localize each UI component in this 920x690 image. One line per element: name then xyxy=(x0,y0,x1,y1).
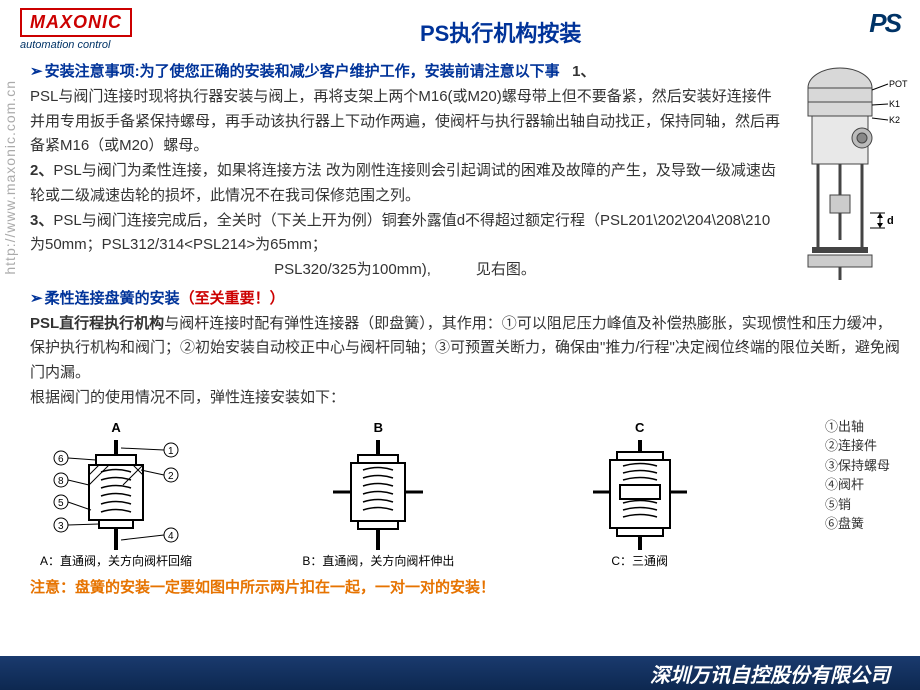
footer-bar: 深圳万讯自控股份有限公司 xyxy=(0,656,920,690)
legend-6: ⑥盘簧 xyxy=(825,514,890,534)
svg-text:4: 4 xyxy=(168,531,174,542)
diag-b-caption: B：直通阀，关方向阀杆伸出 xyxy=(302,552,454,572)
para-3a: PSL与阀门连接完成后，全关时（下关上开为例）铜套外露值d不得超过额定行程（PS… xyxy=(30,212,770,254)
legend-5: ⑤销 xyxy=(825,495,890,515)
diagrams-row: A 6 8 5 3 1 2 4 xyxy=(30,417,900,572)
legend-4: ④阀杆 xyxy=(825,475,890,495)
svg-text:2: 2 xyxy=(168,471,174,482)
brand-block: MAXONIC automation control xyxy=(20,8,132,51)
s2-para2: 根据阀门的使用情况不同，弹性连接安装如下： xyxy=(30,386,900,411)
page-title: PS执行机构按装 xyxy=(420,16,581,48)
legend-2: ②连接件 xyxy=(825,436,890,456)
spring-install-block: 柔性连接盘簧的安装（至关重要！） PSL直行程执行机构与阀杆连接时配有弹性连接器… xyxy=(30,287,900,411)
content: 安装注意事项:为了使您正确的安装和减少客户维护工作，安装前请注意以下事 1、 P… xyxy=(0,60,920,600)
k1-label: K1 xyxy=(889,99,900,109)
section-2-heading: 柔性连接盘簧的安装（至关重要！） xyxy=(30,287,900,312)
num-3: 3、 xyxy=(30,212,53,229)
para-2: PSL与阀门为柔性连接，如果将连接方法 改为刚性连接则会引起调试的困难及故障的产… xyxy=(30,162,776,204)
watermark-url: http://www.maxonic.com.cn xyxy=(2,80,18,275)
diagram-b: B B：直通阀，关方向阀杆伸出 xyxy=(302,417,454,572)
diagram-c: C C：三通阀 xyxy=(565,417,715,572)
para-1: PSL与阀门连接时现将执行器安装与阀上，再将支架上两个M16(或M20)螺母带上… xyxy=(30,85,780,159)
diag-c-caption: C：三通阀 xyxy=(611,552,668,572)
diag-a-svg: 6 8 5 3 1 2 4 xyxy=(41,440,191,550)
footer-text: 深圳万讯自控股份有限公司 xyxy=(650,659,890,688)
legend-3: ③保持螺母 xyxy=(825,456,890,476)
s2-p1-bold: PSL直行程执行机构 xyxy=(30,315,164,332)
legend-1: ①出轴 xyxy=(825,417,890,437)
d-label: d xyxy=(887,215,894,227)
diag-a-label: A xyxy=(111,417,120,438)
para-3-wrap: 3、PSL与阀门连接完成后，全关时（下关上开为例）铜套外露值d不得超过额定行程（… xyxy=(30,209,780,259)
svg-text:8: 8 xyxy=(58,476,64,487)
diag-b-svg xyxy=(303,440,453,550)
s2-para1: PSL直行程执行机构与阀杆连接时配有弹性连接器（即盘簧），其作用：①可以阻尼压力… xyxy=(30,312,900,386)
diag-c-label: C xyxy=(635,417,644,438)
header: MAXONIC automation control PS执行机构按装 PS xyxy=(0,0,920,60)
section-1-heading: 安装注意事项:为了使您正确的安装和减少客户维护工作，安装前请注意以下事 1、 xyxy=(30,60,780,85)
s2-head-red: （至关重要！） xyxy=(180,290,285,307)
brand-subtitle: automation control xyxy=(20,39,132,51)
diag-c-svg xyxy=(565,440,715,550)
svg-text:6: 6 xyxy=(58,454,64,465)
section-1-prefix: 安装注意事项: xyxy=(30,63,140,80)
right-logo: PS xyxy=(869,8,900,39)
num-2: 2、 xyxy=(30,162,53,179)
svg-text:3: 3 xyxy=(58,521,64,532)
k2-label: K2 xyxy=(889,115,900,125)
svg-text:1: 1 xyxy=(168,446,174,457)
actuator-figure: POT K1 K2 d xyxy=(790,60,910,285)
para-2-wrap: 2、PSL与阀门为柔性连接，如果将连接方法 改为刚性连接则会引起调试的困难及故障… xyxy=(30,159,780,209)
pot-label: POT xyxy=(889,79,908,89)
install-notes-block: 安装注意事项:为了使您正确的安装和减少客户维护工作，安装前请注意以下事 1、 P… xyxy=(30,60,900,283)
section-1-suffix: 为了使您正确的安装和减少客户维护工作，安装前请注意以下事 xyxy=(140,63,560,80)
svg-text:5: 5 xyxy=(58,498,64,509)
num-1: 1、 xyxy=(572,63,595,80)
s2-head: 柔性连接盘簧的安装 xyxy=(30,290,180,307)
diag-b-label: B xyxy=(374,417,383,438)
para-3b: PSL320/325为100mm), 见右图。 xyxy=(30,258,780,283)
spring-note: 注意：盘簧的安装一定要如图中所示两片扣在一起，一对一对的安装！ xyxy=(30,576,900,601)
diag-a-caption: A：直通阀，关方向阀杆回缩 xyxy=(40,552,192,572)
brand-logo: MAXONIC xyxy=(20,8,132,37)
diagram-a: A 6 8 5 3 1 2 4 xyxy=(40,417,192,572)
diagram-legend: ①出轴 ②连接件 ③保持螺母 ④阀杆 ⑤销 ⑥盘簧 xyxy=(825,417,890,534)
